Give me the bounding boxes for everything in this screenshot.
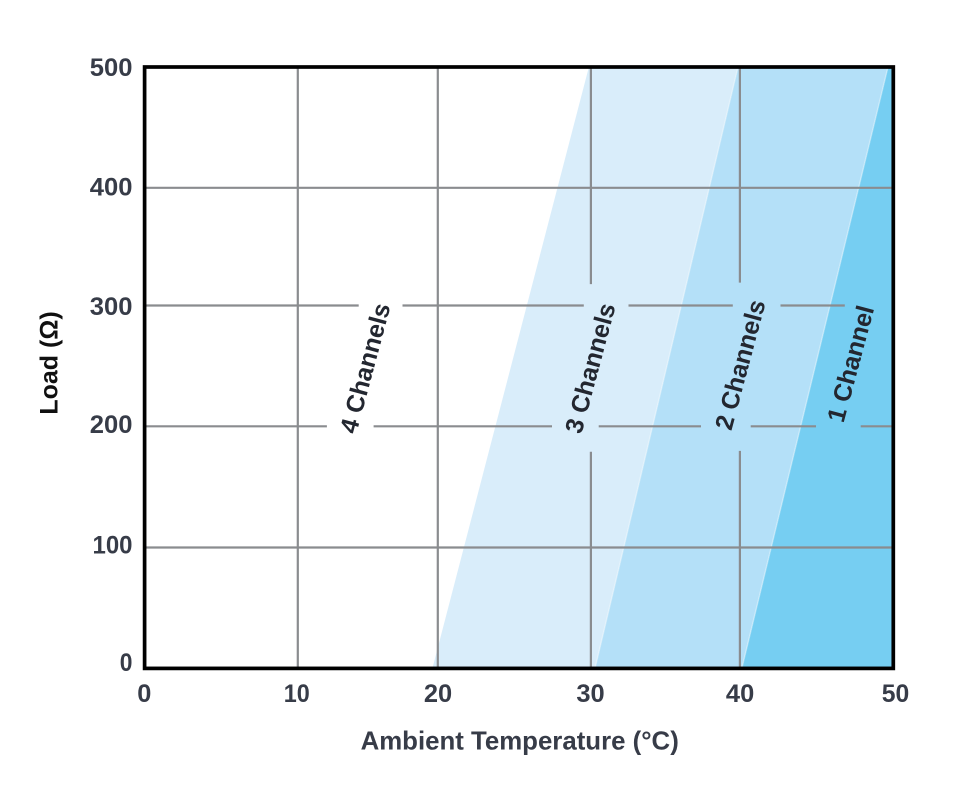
svg-text:100: 100 [93, 532, 133, 560]
svg-text:Load (Ω): Load (Ω) [35, 311, 63, 414]
svg-text:50: 50 [882, 680, 910, 708]
svg-text:Ambient Temperature (°C): Ambient Temperature (°C) [361, 727, 679, 755]
svg-text:500: 500 [90, 54, 133, 82]
svg-text:10: 10 [284, 680, 310, 708]
svg-text:40: 40 [726, 680, 754, 708]
svg-text:200: 200 [90, 411, 133, 439]
svg-text:400: 400 [90, 173, 133, 201]
svg-text:30: 30 [576, 680, 604, 708]
svg-text:0: 0 [137, 680, 151, 708]
svg-text:20: 20 [424, 680, 452, 708]
svg-text:0: 0 [120, 649, 133, 677]
svg-text:300: 300 [90, 293, 133, 321]
